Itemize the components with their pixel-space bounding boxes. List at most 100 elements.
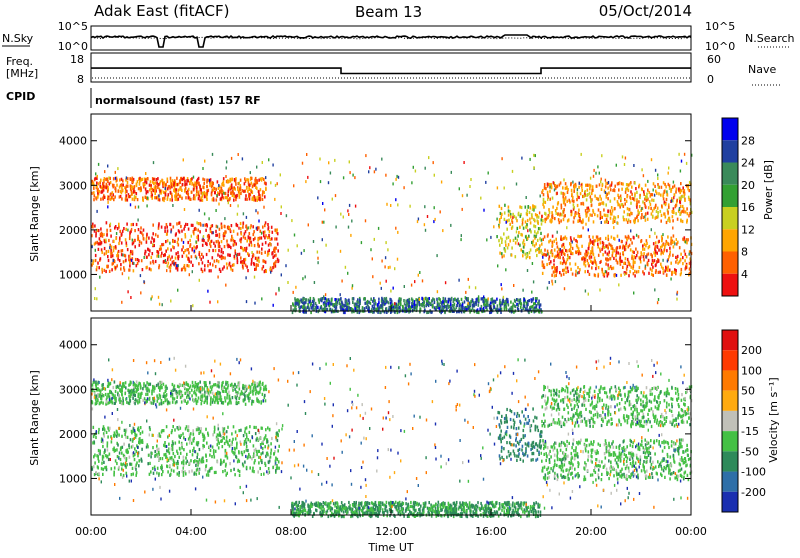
echo-cell bbox=[182, 432, 184, 435]
echo-cell bbox=[97, 175, 98, 178]
echo-cell bbox=[644, 243, 646, 246]
echo-cell bbox=[264, 445, 266, 448]
echo-cell bbox=[165, 259, 166, 262]
echo-cell bbox=[196, 469, 198, 472]
echo-cell bbox=[134, 195, 135, 198]
echo-cell bbox=[517, 307, 519, 310]
echo-cell bbox=[142, 439, 144, 442]
echo-cell bbox=[200, 222, 202, 225]
echo-cell bbox=[555, 255, 557, 258]
echo-cell bbox=[402, 306, 404, 309]
echo-cell bbox=[169, 255, 171, 258]
echo-cell bbox=[93, 198, 95, 201]
echo-cell bbox=[263, 191, 265, 194]
echo-cell bbox=[397, 231, 398, 234]
echo-cell bbox=[137, 258, 139, 261]
echo-cell bbox=[127, 290, 128, 293]
echo-cell bbox=[95, 254, 97, 257]
echo-cell bbox=[647, 189, 649, 192]
echo-cell bbox=[141, 458, 143, 461]
echo-cell bbox=[396, 175, 397, 178]
echo-cell bbox=[199, 448, 201, 451]
echo-cell bbox=[257, 238, 259, 241]
echo-cell bbox=[425, 297, 427, 300]
echo-cell bbox=[656, 236, 657, 239]
echo-cell bbox=[598, 203, 600, 206]
echo-cell bbox=[395, 178, 396, 181]
echo-cell bbox=[601, 221, 602, 224]
freq-label-line2: [MHz] bbox=[6, 67, 38, 80]
echo-cell bbox=[570, 243, 572, 246]
echo-cell bbox=[384, 265, 385, 268]
colorbar-swatch bbox=[722, 118, 738, 140]
echo-cell bbox=[442, 229, 443, 232]
echo-cell bbox=[656, 192, 658, 195]
echo-cell bbox=[415, 298, 417, 301]
echo-cell bbox=[364, 302, 366, 305]
echo-cell bbox=[533, 205, 535, 208]
echo-cell bbox=[682, 220, 684, 223]
echo-cell bbox=[147, 387, 149, 390]
echo-cell bbox=[171, 199, 173, 202]
echo-cell bbox=[254, 276, 255, 279]
echo-cell bbox=[159, 189, 161, 192]
echo-cell bbox=[170, 266, 172, 269]
echo-cell bbox=[607, 274, 609, 277]
echo-cell bbox=[183, 241, 184, 244]
echo-cell bbox=[261, 461, 263, 464]
echo-cell bbox=[529, 211, 531, 214]
echo-cell bbox=[125, 191, 127, 194]
echo-cell bbox=[211, 455, 213, 458]
echo-cell bbox=[653, 189, 654, 192]
echo-cell bbox=[96, 210, 97, 213]
echo-cell bbox=[504, 187, 505, 190]
echo-cell bbox=[385, 256, 386, 259]
echo-cell bbox=[230, 204, 231, 207]
echo-cell bbox=[198, 262, 200, 265]
echo-cell bbox=[139, 244, 141, 247]
echo-cell bbox=[246, 198, 248, 201]
echo-cell bbox=[182, 268, 184, 271]
echo-cell bbox=[554, 249, 556, 252]
echo-cell bbox=[193, 184, 195, 187]
echo-cell bbox=[507, 246, 509, 249]
echo-cell bbox=[570, 268, 572, 271]
echo-cell bbox=[198, 222, 200, 225]
echo-cell bbox=[607, 214, 609, 217]
echo-cell bbox=[664, 191, 666, 194]
echo-cell bbox=[206, 442, 208, 445]
echo-cell bbox=[585, 184, 587, 187]
echo-cell bbox=[138, 187, 140, 190]
echo-cell bbox=[629, 263, 631, 266]
echo-cell bbox=[388, 266, 389, 269]
echo-cell bbox=[256, 227, 257, 230]
echo-cell bbox=[633, 236, 635, 239]
echo-cell bbox=[613, 226, 614, 229]
echo-cell bbox=[535, 235, 537, 238]
echo-cell bbox=[226, 240, 228, 243]
echo-cell bbox=[118, 254, 120, 257]
echo-cell bbox=[103, 425, 105, 428]
echo-cell bbox=[184, 208, 185, 211]
echo-cell bbox=[550, 239, 552, 242]
echo-cell bbox=[624, 262, 626, 265]
echo-cell bbox=[473, 303, 475, 306]
echo-cell bbox=[149, 184, 151, 187]
echo-cell bbox=[147, 462, 149, 465]
echo-cell bbox=[676, 199, 678, 202]
echo-cell bbox=[464, 307, 466, 310]
echo-cell bbox=[125, 238, 127, 241]
echo-cell bbox=[226, 436, 228, 439]
echo-cell bbox=[688, 198, 690, 201]
echo-cell bbox=[492, 297, 494, 300]
freq-tick-top: 18 bbox=[70, 53, 84, 66]
echo-cell bbox=[151, 256, 153, 259]
echo-cell bbox=[670, 278, 671, 281]
beam-title: Beam 13 bbox=[355, 3, 422, 21]
echo-cell bbox=[278, 445, 280, 448]
echo-cell bbox=[212, 224, 214, 227]
echo-cell bbox=[669, 217, 671, 220]
echo-cell bbox=[152, 181, 154, 184]
echo-cell bbox=[615, 259, 617, 262]
echo-cell bbox=[215, 249, 217, 252]
